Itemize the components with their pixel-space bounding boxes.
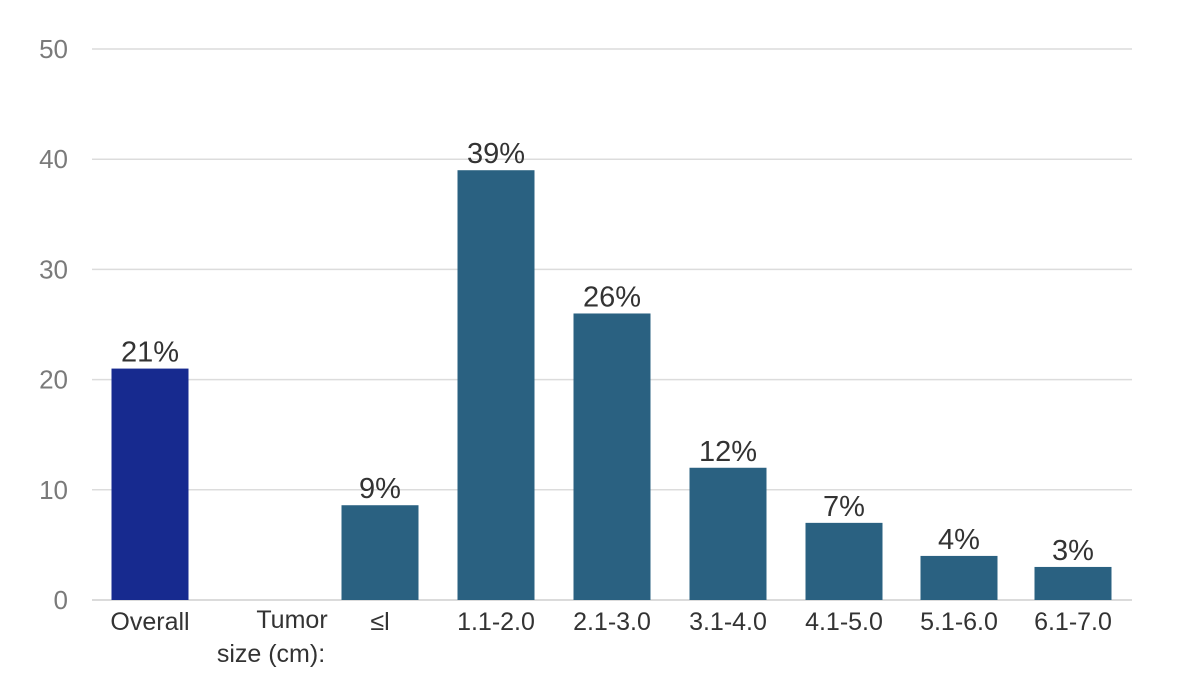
- y-axis-ticks: 0 10 20 30 40 50: [39, 34, 68, 615]
- data-label: 39%: [467, 138, 525, 170]
- data-label: 7%: [823, 491, 865, 523]
- group-label-line-1: Tumor: [256, 606, 327, 634]
- bar: [1034, 566, 1112, 600]
- x-tick-label: 6.1-7.0: [1034, 608, 1112, 636]
- x-tick-label: Overall: [110, 608, 189, 636]
- data-label: 3%: [1052, 535, 1094, 567]
- bar: [805, 522, 883, 600]
- data-labels: 21% 9% 39% 26% 12% 7% 4% 3%: [121, 138, 1094, 567]
- data-label: 21%: [121, 337, 179, 369]
- data-label: 12%: [699, 436, 757, 468]
- x-tick-label: 3.1-4.0: [689, 608, 767, 636]
- y-tick-label: 10: [39, 475, 68, 505]
- bar: [573, 313, 651, 600]
- group-label-line-2: size (cm):: [217, 640, 325, 668]
- x-axis-ticks: Overall ≤l 1.1-2.0 2.1-3.0 3.1-4.0 4.1-5.0 5.1…: [110, 608, 1112, 636]
- bar: [341, 505, 419, 600]
- bar: [689, 467, 767, 600]
- bar: [457, 170, 535, 600]
- x-tick-label: ≤l: [370, 608, 389, 636]
- x-tick-label: 1.1-2.0: [457, 608, 535, 636]
- data-label: 26%: [583, 281, 641, 313]
- y-tick-label: 0: [54, 585, 68, 615]
- bar: [920, 555, 998, 600]
- y-tick-label: 50: [39, 34, 68, 64]
- x-tick-label: 4.1-5.0: [805, 608, 883, 636]
- data-label: 4%: [938, 524, 980, 556]
- y-tick-label: 30: [39, 254, 68, 284]
- data-label: 9%: [359, 473, 401, 505]
- bars: [111, 170, 1112, 600]
- bar: [111, 368, 189, 600]
- y-tick-label: 40: [39, 144, 68, 174]
- y-tick-label: 20: [39, 365, 68, 395]
- x-tick-label: 2.1-3.0: [573, 608, 651, 636]
- x-tick-label: 5.1-6.0: [920, 608, 998, 636]
